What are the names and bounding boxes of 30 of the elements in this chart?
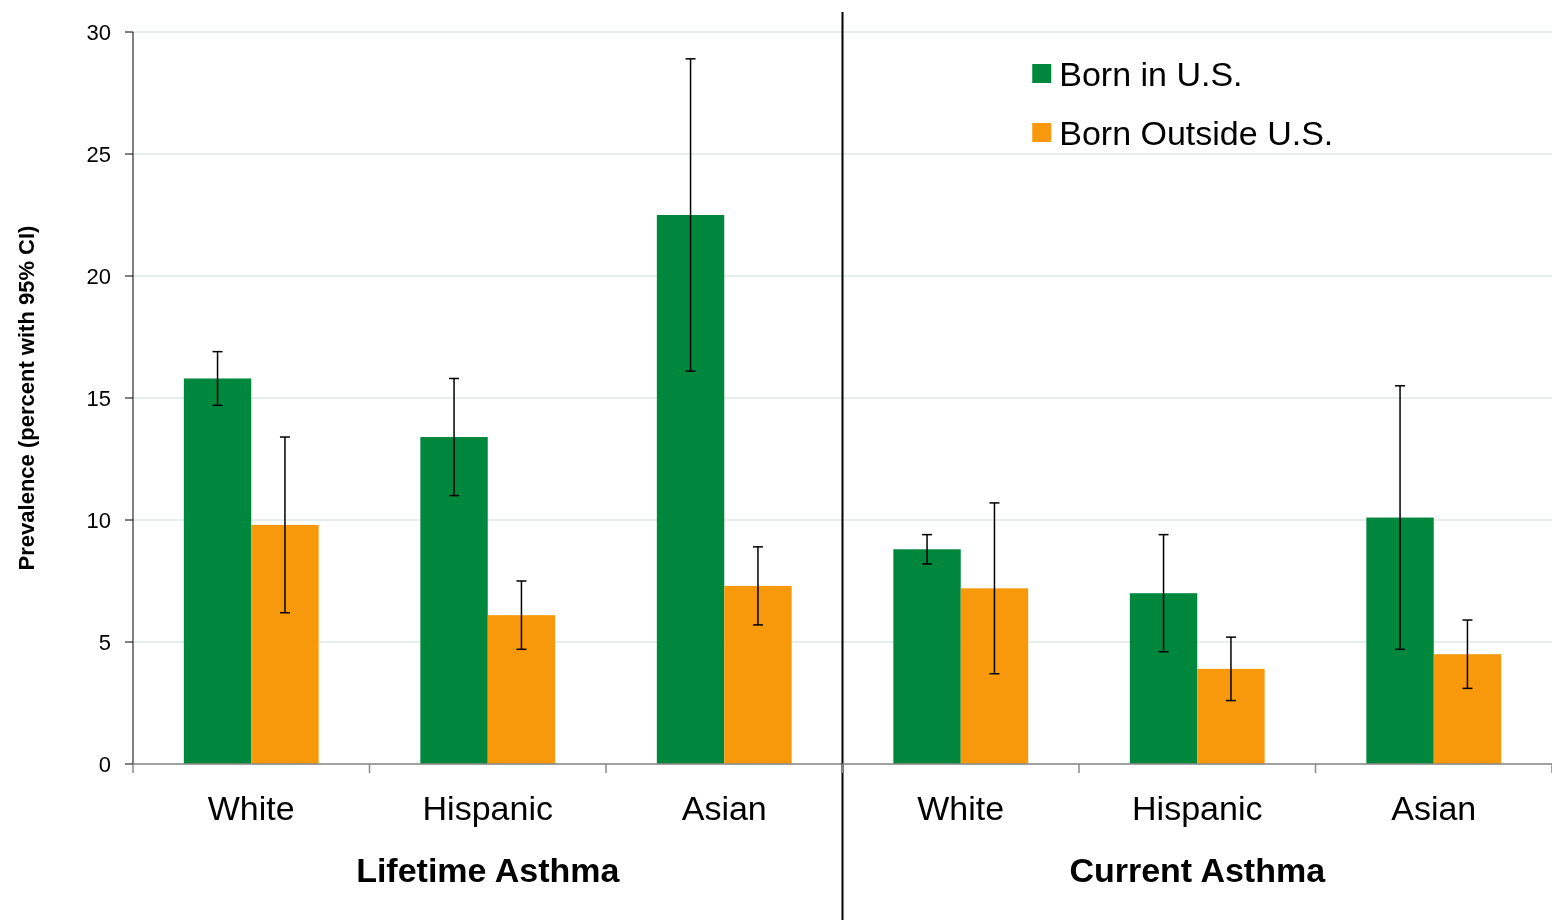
x-tick-label: White (207, 789, 295, 827)
y-tick-label: 25 (86, 141, 111, 167)
legend-label: Born Outside U.S. (1059, 113, 1334, 152)
bar (1366, 517, 1434, 764)
x-tick-label: Hispanic (1132, 789, 1263, 827)
y-tick-label: 5 (98, 629, 111, 655)
bar (656, 215, 725, 764)
bar (724, 585, 792, 764)
x-tick-label: White (917, 789, 1005, 827)
bar (1433, 654, 1502, 764)
bar (251, 524, 319, 764)
x-axis-title: Lifetime Asthma (356, 851, 621, 889)
bar (183, 378, 252, 764)
legend-label: Born in U.S. (1059, 54, 1243, 93)
x-tick-label: Asian (681, 789, 767, 827)
bar (960, 588, 1029, 764)
y-tick-label: 30 (86, 19, 111, 45)
bar (1197, 668, 1265, 764)
bar (1129, 593, 1198, 764)
y-tick-label: 15 (86, 385, 111, 411)
y-tick-label: 0 (98, 751, 111, 777)
x-tick-label: Hispanic (422, 789, 553, 827)
bar (420, 437, 488, 764)
y-tick-label: 20 (86, 263, 111, 289)
y-axis-title: Prevalence (percent with 95% CI) (14, 225, 39, 571)
x-tick-label: Asian (1391, 789, 1477, 827)
x-axis-title: Current Asthma (1069, 851, 1327, 889)
bar (487, 615, 556, 764)
y-tick-label: 10 (86, 507, 111, 533)
bar (893, 549, 961, 764)
